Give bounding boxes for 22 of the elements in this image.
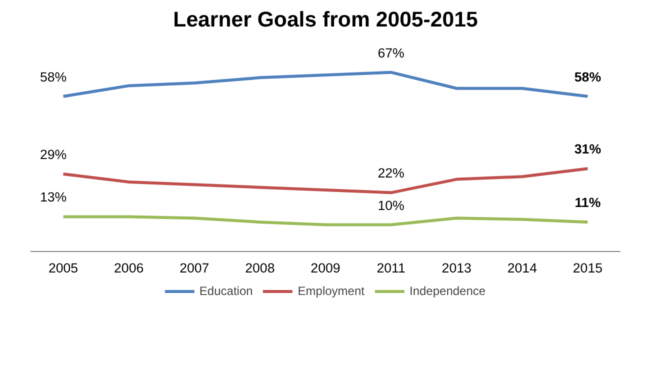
legend-label: Independence [410,284,486,298]
data-label: 10% [378,198,405,213]
data-label: 58% [40,69,67,84]
x-tick-label: 2006 [114,260,144,276]
data-label: 13% [40,190,67,205]
data-label: 58% [574,69,602,84]
x-tick-label: 2005 [48,260,78,276]
x-tick-label: 2013 [442,260,472,276]
data-label: 11% [574,195,601,210]
legend-label: Education [199,284,253,298]
data-label: 67% [378,45,405,60]
x-tick-label: 2015 [572,260,603,276]
x-tick-label: 2009 [310,260,340,276]
x-tick-label: 2007 [180,260,210,276]
x-tick-label: 2014 [507,260,538,276]
chart-title: Learner Goals from 2005-2015 [173,8,478,32]
data-label: 22% [378,166,405,181]
legend-label: Employment [298,284,364,298]
x-tick-label: 2011 [376,260,406,276]
data-label: 31% [574,142,602,157]
data-label: 29% [40,146,67,162]
x-tick-label: 2008 [245,260,275,276]
